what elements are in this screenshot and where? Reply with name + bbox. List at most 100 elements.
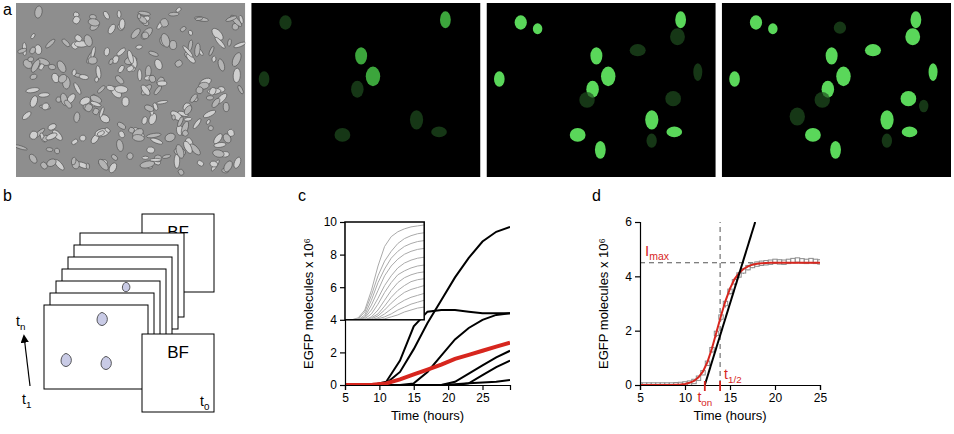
- series-line: [640, 263, 820, 385]
- tick-label: 20: [769, 391, 783, 405]
- cell: [172, 115, 176, 120]
- tick-mark: [414, 385, 415, 390]
- cell: [54, 147, 61, 154]
- cell: [88, 56, 97, 64]
- cell: [212, 149, 225, 159]
- tick-mark: [635, 385, 640, 386]
- tick: 0: [625, 378, 640, 392]
- cell: [97, 85, 106, 94]
- cell: [74, 33, 84, 43]
- tick-label: 5: [637, 391, 644, 405]
- cell: [140, 84, 152, 97]
- panel-letter: c: [298, 187, 306, 204]
- tick-label: 8: [330, 248, 337, 262]
- tick-label: 0: [330, 378, 337, 392]
- cell: [27, 57, 34, 63]
- tick: 2: [330, 346, 345, 360]
- cell-fluorescence: [901, 91, 917, 106]
- series-line: [345, 343, 510, 385]
- cell: [177, 116, 185, 127]
- cell: [139, 26, 154, 41]
- tick-mark: [635, 276, 640, 277]
- x-axis: 510152025: [342, 385, 510, 405]
- cell: [73, 112, 80, 123]
- cell: [159, 17, 170, 28]
- tick-label: 2: [625, 324, 632, 338]
- cell-fluorescence: [790, 108, 805, 126]
- chart-d: 5101520250246Time (hours)EGFP molecules …: [596, 215, 827, 423]
- x-axis-title: Time (hours): [391, 408, 464, 423]
- cell: [157, 81, 167, 86]
- x-axis-line: [346, 386, 511, 391]
- cell: [55, 59, 67, 74]
- tick-label: 6: [625, 215, 632, 229]
- cell-fluorescence: [905, 28, 920, 45]
- cell: [108, 58, 114, 65]
- cell: [122, 97, 129, 106]
- cell: [83, 34, 94, 48]
- label: Imax: [645, 242, 670, 263]
- cell: [148, 74, 157, 83]
- tick-mark: [775, 385, 776, 390]
- tick-label: 25: [476, 391, 490, 405]
- cell: [141, 116, 148, 125]
- label: ton: [697, 389, 712, 408]
- cell: [223, 102, 229, 112]
- cell: [232, 156, 242, 169]
- cell: [153, 58, 163, 71]
- label-sub: max: [649, 250, 670, 262]
- tick-label: 4: [625, 270, 632, 284]
- tick: 5: [637, 385, 644, 405]
- cell: [29, 130, 39, 141]
- cell: [26, 87, 40, 94]
- label-sub: on: [701, 397, 712, 408]
- tick-label: 2: [330, 346, 337, 360]
- cell-fluorescence: [830, 141, 841, 159]
- micrograph-background: [16, 3, 245, 177]
- cell: [72, 69, 77, 76]
- label-sub: 0: [204, 401, 210, 412]
- cell: [45, 131, 58, 141]
- series-line: [345, 300, 424, 320]
- cell-fluorescence: [929, 63, 938, 81]
- cell: [150, 158, 162, 161]
- cell: [71, 138, 79, 146]
- cell: [160, 32, 172, 48]
- cell: [45, 38, 57, 49]
- cell: [61, 38, 71, 48]
- cell: [92, 107, 100, 116]
- cell: [94, 77, 99, 83]
- cell-fluorescence: [410, 110, 423, 129]
- label: tn: [16, 313, 25, 332]
- annotation-tick: [719, 381, 721, 391]
- cell: [162, 154, 171, 159]
- cell-fluorescence: [729, 71, 740, 86]
- cell: [38, 92, 50, 97]
- tick: 4: [625, 270, 640, 284]
- label: t0: [200, 393, 210, 412]
- cell-fluorescence: [645, 110, 658, 129]
- cell: [46, 157, 58, 167]
- tick: 4: [330, 313, 345, 327]
- cell: [184, 117, 192, 122]
- micrograph-background: [251, 3, 480, 177]
- tick-label: 20: [442, 391, 456, 405]
- cell: [16, 144, 28, 151]
- cell-fluorescence: [515, 15, 527, 29]
- cell: [206, 95, 214, 100]
- cell: [116, 139, 125, 152]
- series-line: [345, 225, 424, 320]
- tick-mark: [340, 222, 345, 223]
- cell-fluorescence: [601, 67, 615, 87]
- y-axis: 0246810: [324, 215, 346, 392]
- cell-shape: [97, 312, 107, 325]
- inset-background: [345, 222, 424, 320]
- cell: [46, 147, 53, 152]
- cell: [30, 33, 36, 40]
- cell: [192, 118, 202, 130]
- tick: 10: [679, 385, 693, 405]
- cell: [104, 127, 111, 134]
- cell-fluorescence: [335, 128, 351, 142]
- tick-mark: [379, 385, 380, 390]
- frame: [44, 305, 148, 389]
